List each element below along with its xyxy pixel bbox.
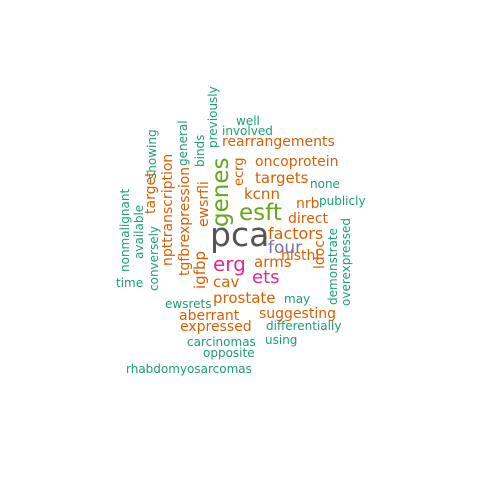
word-pca: pca <box>210 215 270 254</box>
word-showing: showing <box>145 129 159 179</box>
word-npttranscription: npttranscription <box>160 153 176 266</box>
word-differentially: differentially <box>266 319 342 333</box>
word-opposite: opposite <box>203 346 255 360</box>
word-ewsrfli: ewsrfli <box>196 181 212 227</box>
word-well: well <box>236 114 260 128</box>
word-ecrg: ecrg <box>232 157 247 186</box>
word-erg: erg <box>213 252 246 276</box>
word-available: available <box>132 204 146 259</box>
word-publicly: publicly <box>319 194 366 208</box>
word-using: using <box>265 333 298 347</box>
word-aberrant: aberrant <box>179 308 240 324</box>
word-direct: direct <box>288 211 329 227</box>
word-conversely: conversely <box>147 225 161 291</box>
word-nrb: nrb <box>296 196 320 212</box>
word-nonmalignant: nonmalignant <box>118 188 132 272</box>
word-general: general <box>176 120 190 166</box>
word-esft: esft <box>239 200 282 226</box>
word-histhl: histhl <box>281 248 320 264</box>
word-prostate: prostate <box>213 289 276 307</box>
word-suggesting: suggesting <box>259 306 336 322</box>
word-igfbp: igfbp <box>191 250 209 289</box>
word-none: none <box>310 177 340 191</box>
word-previously: previously <box>206 86 220 148</box>
word-binds: binds <box>193 134 207 167</box>
word-oncoprotein: oncoprotein <box>255 154 339 170</box>
word-involved: involved <box>222 124 273 138</box>
word-carcinomas: carcinomas <box>187 335 256 349</box>
word-may: may <box>284 292 311 306</box>
word-demonstrate: demonstrate <box>326 228 340 305</box>
word-rhabdomyosarcomas: rhabdomyosarcomas <box>126 362 252 376</box>
word-rearrangements: rearrangements <box>222 134 335 150</box>
word-ets: ets <box>252 267 280 288</box>
word-ldoc: ldoc <box>312 239 328 269</box>
word-expressed: expressed <box>180 319 252 335</box>
word-cav: cav <box>213 273 240 291</box>
word-factors: factors <box>268 224 324 243</box>
word-time: time <box>116 276 144 290</box>
word-tgfbrexpression: tgfbrexpression <box>177 166 193 276</box>
word-genes: genes <box>208 157 234 227</box>
word-arms: arms <box>254 253 292 271</box>
word-overexpressed: overexpressed <box>339 218 353 306</box>
word-targets: targets <box>255 169 309 187</box>
word-kcnn: kcnn <box>244 185 280 203</box>
word-ewsrets: ewsrets <box>165 297 212 311</box>
word-four: four <box>268 238 303 258</box>
